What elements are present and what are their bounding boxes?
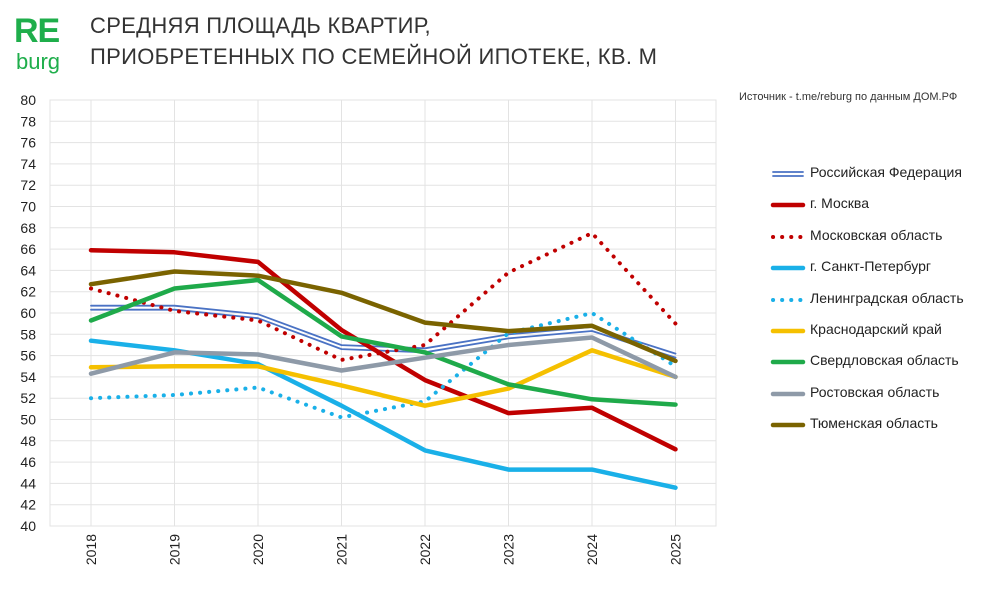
x-tick-label: 2024: [584, 534, 600, 565]
series-9-line: [88, 269, 678, 364]
legend-swatch: [770, 328, 806, 334]
y-tick-label: 66: [20, 241, 36, 257]
y-tick-label: 76: [20, 135, 36, 151]
y-tick-label: 52: [20, 390, 36, 406]
legend-item: г. Москва: [770, 189, 985, 220]
legend-item: Московская область: [770, 221, 985, 252]
y-tick-label: 54: [20, 369, 36, 385]
series-6-line: [88, 348, 678, 408]
chart-title: СРЕДНЯЯ ПЛОЩАДЬ КВАРТИР, ПРИОБРЕТЕННЫХ П…: [90, 10, 710, 72]
x-tick-label: 2025: [668, 534, 684, 565]
y-tick-label: 74: [20, 156, 36, 172]
y-tick-label: 70: [20, 199, 36, 215]
legend-swatch: [770, 422, 806, 428]
y-tick-label: 56: [20, 348, 36, 364]
x-tick-label: 2018: [83, 534, 99, 565]
x-tick-label: 2021: [334, 534, 350, 565]
y-tick-label: 58: [20, 326, 36, 342]
legend-label: Тюменская область: [810, 415, 938, 432]
legend-item: г. Санкт-Петербург: [770, 252, 985, 283]
logo-burg: burg: [16, 49, 61, 74]
plot-frame: [49, 99, 717, 527]
series-7-line: [88, 277, 678, 407]
title-line-1: СРЕДНЯЯ ПЛОЩАДЬ КВАРТИР,: [90, 13, 431, 38]
y-tick-label: 46: [20, 454, 36, 470]
legend-swatch: [771, 234, 805, 239]
y-tick-label: 40: [20, 518, 36, 534]
y-tick-label: 60: [20, 305, 36, 321]
x-tick-label: 2020: [250, 534, 266, 565]
x-tick-label: 2023: [501, 534, 517, 565]
legend-label: Ростовская область: [810, 383, 940, 400]
x-tick-label: 2022: [417, 534, 433, 565]
y-tick-label: 48: [20, 433, 36, 449]
y-tick-label: 62: [20, 284, 36, 300]
chart-legend: Российская Федерация г. Москва Московская …: [770, 158, 985, 441]
y-tick-label: 72: [20, 177, 36, 193]
legend-item: Тюменская область: [770, 409, 985, 440]
legend-label: Ленинградская область: [810, 289, 964, 306]
y-tick-label: 50: [20, 412, 36, 428]
legend-item: Ростовская область: [770, 378, 985, 409]
series-2-line: [88, 247, 678, 452]
legend-label: г. Санкт-Петербург: [810, 258, 931, 275]
legend-item: Свердловская область: [770, 346, 985, 377]
legend-swatch: [770, 360, 806, 365]
y-tick-label: 68: [20, 220, 36, 236]
y-tick-label: 78: [20, 113, 36, 129]
title-line-2: ПРИОБРЕТЕННЫХ ПО СЕМЕЙНОЙ ИПОТЕКЕ, КВ. М: [90, 44, 658, 69]
legend-item: Краснодарский край: [770, 315, 985, 346]
reburg-logo: RE burg: [14, 14, 78, 78]
legend-label: Российская Федерация: [810, 164, 962, 180]
y-tick-label: 42: [20, 497, 36, 513]
y-tick-label: 44: [20, 475, 36, 491]
y-tick-label: 80: [20, 92, 36, 108]
legend-item: Ленинградская область: [770, 284, 985, 315]
series-3-line: [89, 231, 678, 362]
x-tick-label: 2019: [167, 534, 183, 565]
series-5-line: [89, 311, 678, 420]
legend-label: Московская область: [810, 226, 943, 243]
legend-label: Краснодарский край: [810, 320, 942, 337]
legend-item: Российская Федерация: [770, 158, 985, 189]
legend-label: г. Москва: [810, 195, 869, 212]
legend-swatch: [770, 265, 806, 271]
logo-re: RE: [14, 12, 60, 50]
legend-swatch: [770, 391, 806, 396]
y-tick-label: 64: [20, 262, 36, 278]
legend-swatch: [771, 297, 805, 302]
legend-label: Свердловская область: [810, 352, 959, 369]
legend-swatch: [770, 203, 806, 208]
series-8-line: [88, 335, 678, 380]
legend-swatch: [772, 171, 804, 177]
source-note: Источник - t.me/reburg по данным ДОМ.РФ: [739, 91, 958, 103]
